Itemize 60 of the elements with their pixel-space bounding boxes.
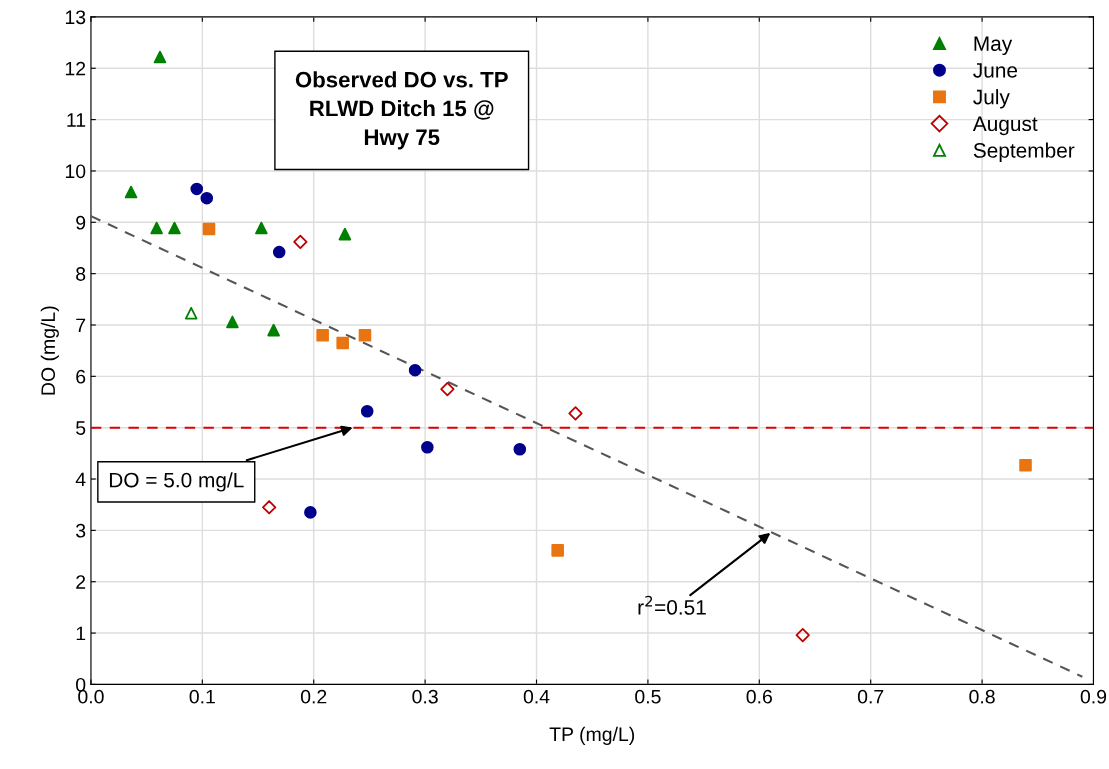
point: [316, 328, 329, 342]
point: [272, 245, 286, 259]
point: [513, 442, 527, 456]
x-tick-label: 0.5: [635, 689, 661, 704]
point: [262, 500, 277, 515]
point: [1019, 458, 1032, 472]
y-tick-label: 7: [76, 318, 86, 333]
y-tick-label: 4: [75, 472, 86, 487]
x-tick-label: 0.9: [1080, 689, 1107, 704]
point: [267, 323, 280, 337]
point: [336, 336, 349, 350]
legend-label: June: [973, 63, 1018, 78]
point: [226, 315, 239, 329]
x-tick-label: 0.2: [300, 689, 327, 704]
y-tick-label: 6: [76, 369, 86, 384]
y-tick-label: 8: [76, 267, 86, 281]
x-tick-label: 0.4: [523, 689, 550, 704]
legend-label: September: [973, 142, 1075, 162]
x-tick-label: 0.7: [857, 689, 884, 704]
y-tick-label: 10: [65, 164, 86, 179]
point: [184, 306, 198, 320]
point: [168, 221, 181, 235]
annotation: r$^{2}$=0.51: [638, 595, 706, 615]
y-tick-label: 9: [76, 215, 86, 230]
point: [338, 227, 352, 241]
legend-label: July: [973, 89, 1010, 109]
y-tick-label: 5: [76, 421, 86, 435]
x-axis-title: TP (mg/L): [549, 726, 635, 745]
point: [304, 506, 317, 519]
y-axis-title: DO (mg/L): [40, 306, 59, 395]
y-tick-label: 13: [65, 10, 86, 25]
point: [408, 363, 422, 377]
point: [440, 382, 455, 397]
x-tick-label: 0.6: [746, 689, 772, 704]
point: [200, 191, 214, 205]
point: [202, 222, 216, 236]
point: [551, 544, 564, 557]
point: [150, 221, 163, 235]
point: [421, 440, 434, 454]
y-tick-label: 11: [67, 113, 86, 127]
point: [255, 221, 268, 235]
x-tick-label: 0.3: [412, 689, 438, 704]
annotation: DO = 5.0 mg/L: [109, 472, 244, 492]
point: [360, 404, 374, 418]
y-tick-label: 3: [76, 523, 86, 538]
legend-label: May: [974, 36, 1013, 56]
text: Observed DO vs. TP RLWD Ditch 15 @ Hwy 75: [295, 71, 508, 150]
point: [190, 182, 204, 196]
point: [293, 234, 308, 249]
point: [568, 406, 583, 421]
x-tick-label: 0.8: [969, 689, 995, 704]
point: [358, 328, 372, 342]
point: [124, 185, 138, 199]
y-tick-label: 2: [76, 575, 86, 589]
point: [795, 628, 810, 643]
y-tick-label: 12: [65, 61, 86, 76]
legend-label: August: [972, 116, 1038, 136]
x-tick-label: 0.1: [189, 689, 215, 704]
y-tick-label: 1: [76, 626, 86, 641]
point: [153, 50, 167, 64]
